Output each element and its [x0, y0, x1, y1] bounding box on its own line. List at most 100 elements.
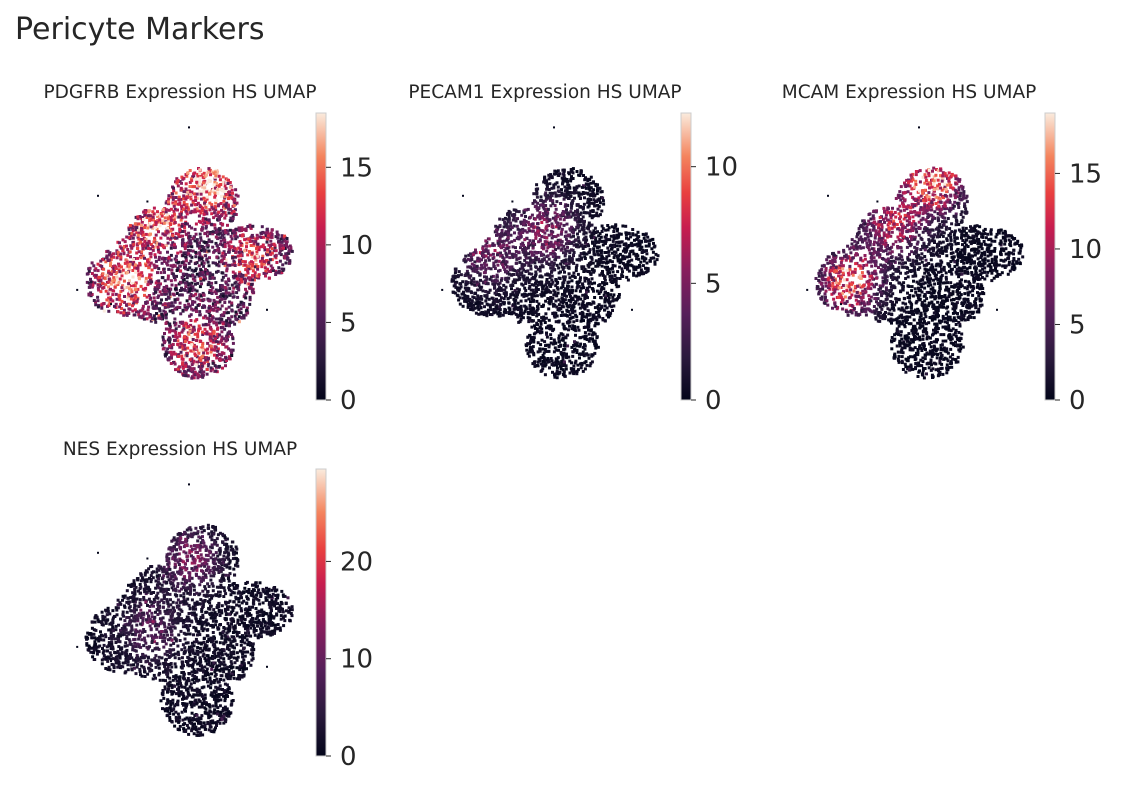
- scatter-point: [151, 248, 155, 252]
- scatter-point: [205, 250, 209, 254]
- scatter-point: [618, 277, 622, 280]
- scatter-point: [106, 292, 110, 296]
- scatter-point: [194, 255, 198, 259]
- scatter-point: [160, 292, 164, 296]
- scatter-point: [600, 304, 604, 308]
- scatter-point: [199, 368, 203, 372]
- scatter-point: [155, 213, 159, 217]
- scatter-point: [580, 361, 584, 365]
- scatter-point: [560, 360, 564, 364]
- scatter-point: [577, 328, 581, 332]
- scatter-point: [232, 259, 236, 263]
- scatter-point: [168, 340, 172, 344]
- scatter-point: [520, 265, 524, 269]
- scatter-point: [114, 302, 118, 306]
- scatter-point: [164, 350, 168, 354]
- scatter-point: [246, 225, 250, 228]
- scatter-point: [583, 331, 587, 335]
- scatter-point: [497, 259, 501, 263]
- scatter-point: [149, 225, 153, 229]
- scatter-point: [573, 196, 576, 200]
- scatter-point: [178, 212, 182, 216]
- scatter-point: [470, 267, 474, 271]
- scatter-point: [575, 295, 579, 299]
- scatter-point: [144, 264, 148, 268]
- scatter-point: [220, 271, 224, 275]
- scatter-point: [565, 222, 569, 226]
- scatter-point: [579, 286, 583, 290]
- scatter-point: [545, 213, 549, 217]
- scatter-point: [120, 270, 124, 274]
- scatter-point: [499, 251, 502, 255]
- scatter-point: [141, 216, 145, 219]
- scatter-point: [616, 270, 620, 274]
- scatter-point: [164, 354, 167, 358]
- scatter-point: [591, 267, 595, 271]
- scatter-point: [520, 213, 524, 217]
- scatter-point: [120, 265, 123, 269]
- scatter-point: [451, 275, 455, 279]
- scatter-point: [221, 189, 224, 193]
- scatter-point: [502, 302, 506, 306]
- scatter-point: [514, 261, 518, 265]
- scatter-point: [588, 193, 592, 197]
- scatter-point: [166, 259, 170, 263]
- scatter-point: [192, 172, 196, 176]
- scatter-point: [478, 273, 482, 277]
- scatter-point: [555, 181, 559, 185]
- scatter-point: [168, 295, 172, 298]
- scatter-point: [521, 316, 525, 320]
- scatter-point: [181, 244, 184, 248]
- scatter-point: [633, 243, 637, 247]
- scatter-point: [196, 244, 200, 248]
- scatter-point: [246, 311, 250, 315]
- scatter-point: [245, 308, 249, 312]
- scatter-point: [653, 260, 657, 264]
- scatter-point: [217, 264, 221, 268]
- scatter-point: [541, 258, 545, 262]
- scatter-point: [466, 305, 470, 309]
- scatter-point: [594, 264, 598, 268]
- scatter-point: [518, 271, 522, 275]
- scatter-point: [596, 186, 600, 190]
- scatter-point: [195, 186, 199, 190]
- scatter-point: [233, 247, 237, 251]
- scatter-point: [109, 287, 112, 291]
- scatter-point: [463, 297, 467, 301]
- scatter-point: [236, 284, 240, 288]
- scatter-point: [216, 335, 220, 338]
- scatter-point: [484, 239, 488, 243]
- scatter-point: [474, 301, 478, 305]
- scatter-point: [570, 225, 574, 229]
- scatter-point: [572, 364, 576, 368]
- scatter-point: [583, 297, 587, 300]
- scatter-point: [107, 277, 111, 281]
- scatter-point: [230, 333, 233, 336]
- scatter-point: [224, 364, 227, 368]
- scatter-point: [561, 176, 565, 180]
- scatter-point: [587, 204, 591, 208]
- scatter-point: [234, 234, 238, 238]
- scatter-point: [230, 237, 234, 241]
- scatter-point: [649, 256, 653, 260]
- scatter-point: [589, 361, 593, 365]
- scatter-point: [144, 232, 148, 236]
- scatter-point: [605, 233, 608, 237]
- scatter-point: [205, 309, 209, 313]
- scatter-point: [530, 250, 534, 254]
- scatter-point: [217, 364, 221, 368]
- scatter-point: [122, 252, 126, 256]
- scatter-point: [549, 341, 553, 345]
- scatter-point: [170, 301, 174, 305]
- scatter-point: [555, 200, 559, 204]
- scatter-point: [610, 225, 614, 229]
- scatter-point: [135, 300, 139, 304]
- scatter-point: [463, 257, 467, 261]
- scatter-point: [625, 236, 628, 240]
- scatter-point: [242, 305, 246, 309]
- scatter-point: [529, 267, 533, 271]
- scatter-point: [169, 218, 173, 222]
- scatter-point: [170, 243, 174, 247]
- scatter-point: [562, 313, 566, 317]
- scatter-point: [185, 338, 189, 342]
